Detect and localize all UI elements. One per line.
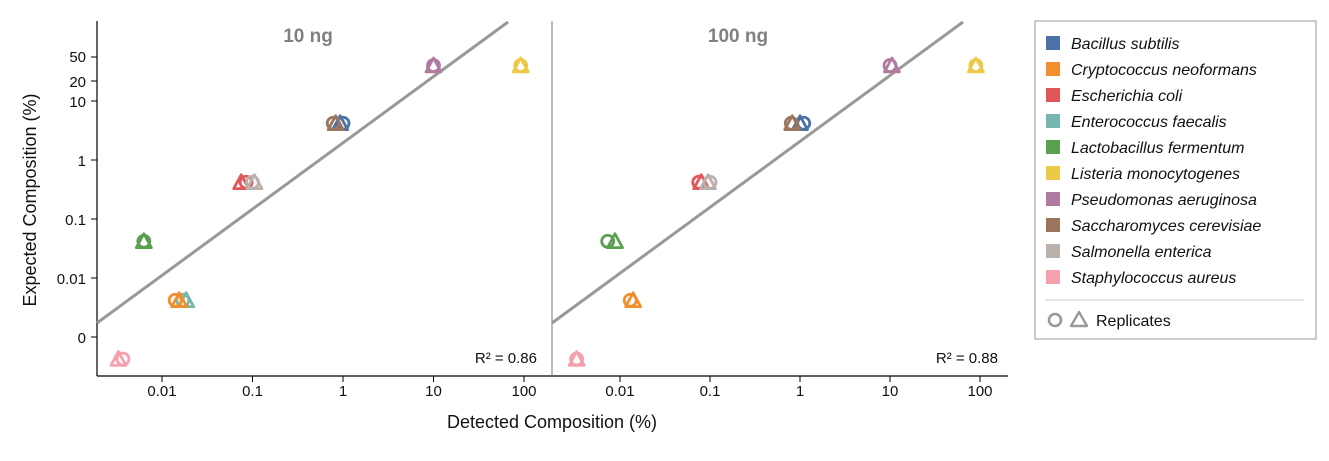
y-ticks: 50 20 10 1 0.1 0.01 0 bbox=[57, 49, 86, 347]
legend-swatch bbox=[1046, 192, 1060, 206]
y-tick-label: 0.1 bbox=[65, 212, 86, 229]
legend-label: Cryptococcus neoformans bbox=[1071, 62, 1257, 79]
legend-swatch bbox=[1046, 244, 1060, 258]
y-tick-label: 50 bbox=[69, 49, 86, 66]
replicate-triangle-marker bbox=[606, 232, 624, 250]
x-axis-title: Detected Composition (%) bbox=[447, 412, 657, 432]
legend-label: Saccharomyces cerevisiae bbox=[1071, 218, 1261, 235]
y-tick-label: 0 bbox=[78, 330, 86, 347]
replicate-circle-marker bbox=[882, 58, 898, 73]
replicate-circle-marker bbox=[622, 292, 638, 308]
x-tick-label: 0.1 bbox=[242, 383, 263, 400]
panel-title-100ng: 100 ng bbox=[708, 26, 768, 47]
x-tick-label: 10 bbox=[425, 383, 442, 400]
x-tick-label: 100 bbox=[511, 383, 536, 400]
replicate-triangle-marker bbox=[232, 173, 251, 191]
legend-swatch bbox=[1046, 218, 1060, 232]
replicate-circle-marker bbox=[569, 351, 585, 367]
x-ticks: 0.01 0.1 1 10 100 0.01 0.1 1 10 100 bbox=[147, 376, 993, 400]
legend-swatch bbox=[1046, 36, 1060, 50]
y-tick-marks bbox=[91, 56, 97, 338]
replicate-triangle-marker bbox=[170, 291, 189, 309]
legend-swatch bbox=[1046, 270, 1060, 284]
legend-label: Listeria monocytogenes bbox=[1071, 166, 1240, 183]
replicate-circle-marker bbox=[115, 351, 131, 367]
axes bbox=[96, 21, 1008, 377]
r2-annotation-100ng: R² = 0.88 bbox=[936, 350, 998, 367]
y-tick-label: 1 bbox=[78, 153, 86, 170]
fit-lines bbox=[96, 20, 964, 325]
regression-line bbox=[551, 20, 964, 325]
replicate-circle-marker bbox=[968, 58, 984, 73]
legend-label: Bacillus subtilis bbox=[1071, 36, 1179, 53]
legend-swatch bbox=[1046, 166, 1060, 180]
legend-label: Staphylococcus aureus bbox=[1071, 270, 1236, 287]
x-tick-label: 0.01 bbox=[605, 383, 634, 400]
replicate-circle-marker bbox=[426, 58, 441, 73]
replicate-circle-marker bbox=[513, 58, 529, 73]
x-tick-label: 0.1 bbox=[700, 383, 721, 400]
legend-swatch bbox=[1046, 62, 1060, 76]
x-tick-label: 10 bbox=[882, 383, 899, 400]
y-axis-title: Expected Composition (%) bbox=[20, 93, 40, 306]
replicate-circle-marker bbox=[600, 233, 616, 249]
y-tick-label: 20 bbox=[69, 74, 86, 91]
regression-line bbox=[96, 20, 509, 325]
legend-label: Pseudomonas aeruginosa bbox=[1071, 192, 1257, 209]
data-markers bbox=[109, 56, 985, 367]
replicate-circle-marker bbox=[167, 292, 183, 308]
y-tick-label: 0.01 bbox=[57, 271, 86, 288]
replicate-circle-icon bbox=[1047, 312, 1063, 328]
replicate-circle-marker bbox=[245, 174, 260, 190]
replicate-triangle-icon bbox=[1069, 310, 1089, 328]
panel-title-10ng: 10 ng bbox=[283, 26, 333, 47]
legend-swatch bbox=[1046, 140, 1060, 154]
r2-annotation-10ng: R² = 0.86 bbox=[475, 350, 537, 367]
x-tick-label: 100 bbox=[967, 383, 992, 400]
legend-box bbox=[1034, 20, 1317, 340]
replicate-circle-marker bbox=[136, 233, 152, 249]
legend-swatch bbox=[1046, 114, 1060, 128]
replicate-circle-marker bbox=[325, 115, 341, 131]
legend-label: Salmonella enterica bbox=[1071, 244, 1212, 261]
replicate-circle-marker bbox=[783, 115, 799, 131]
legend-label: Lactobacillus fermentum bbox=[1071, 140, 1244, 157]
x-tick-label: 0.01 bbox=[147, 383, 176, 400]
replicate-triangle-marker bbox=[109, 350, 128, 367]
x-tick-label: 1 bbox=[796, 383, 804, 400]
x-tick-label: 1 bbox=[339, 383, 347, 400]
legend-replicates-label: Replicates bbox=[1096, 313, 1171, 330]
legend-swatch bbox=[1046, 88, 1060, 102]
y-tick-label: 10 bbox=[69, 94, 86, 111]
legend-label: Escherichia coli bbox=[1071, 88, 1183, 105]
legend: Bacillus subtilis Cryptococcus neoformans… bbox=[1034, 20, 1317, 340]
replicate-circle-marker bbox=[702, 174, 718, 190]
legend-label: Enterococcus faecalis bbox=[1071, 114, 1227, 131]
